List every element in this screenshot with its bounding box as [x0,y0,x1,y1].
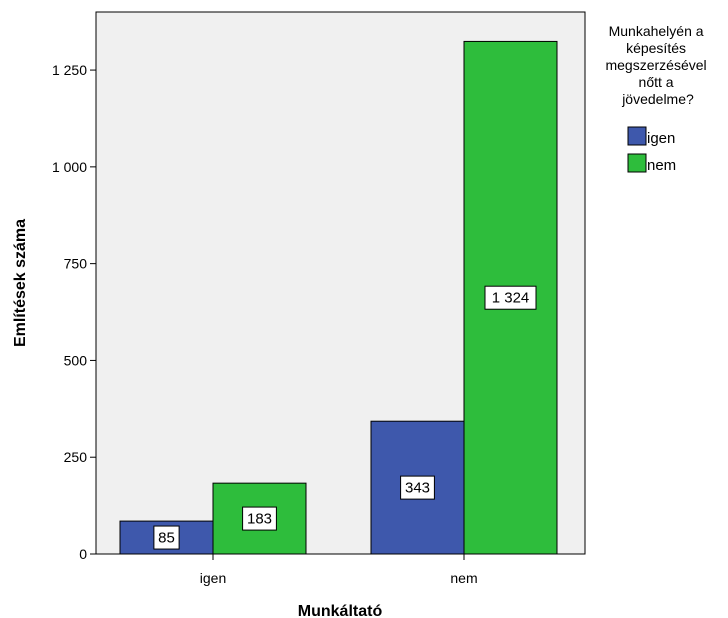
y-tick-label: 1 250 [52,62,87,78]
legend-swatch-nem [627,153,647,173]
data-label: 343 [405,480,430,497]
x-tick-label: nem [450,570,477,586]
bar-nem-nem [463,40,558,555]
data-label-box [484,285,537,310]
y-tick-label: 250 [64,449,88,465]
x-axis: igen nem [200,554,478,586]
legend-title-line: jövedelme? [621,91,694,107]
y-tick-label: 1 000 [52,159,87,175]
y-tick-label: 750 [64,256,88,272]
legend-title: Munkahelyén a képesítés megszerzésével n… [605,23,710,107]
legend-label-nem: nem [647,157,676,174]
data-label: 1 324 [492,290,530,307]
legend-title-line: képesítés [626,40,686,56]
x-tick-label: igen [200,570,226,586]
legend-swatch-igen [627,126,647,146]
data-label: 183 [247,511,272,528]
data-label: 85 [158,530,175,547]
data-label-box [153,525,180,550]
legend-title-line: Munkahelyén a [609,23,704,39]
y-axis: 0 250 500 750 1 000 1 250 [52,62,96,562]
y-axis-title: Említések száma [12,219,29,347]
data-label-box [400,475,435,500]
x-axis-title: Munkáltató [298,603,383,618]
y-tick-label: 500 [64,352,88,368]
legend-label-igen: igen [647,130,675,147]
legend: Munkahelyén a képesítés megszerzésével n… [605,23,710,174]
data-label-box [242,506,277,531]
legend-title-line: megszerzésével [605,57,706,73]
legend-title-line: nőtt a [639,74,674,90]
y-tick-label: 0 [79,546,87,562]
